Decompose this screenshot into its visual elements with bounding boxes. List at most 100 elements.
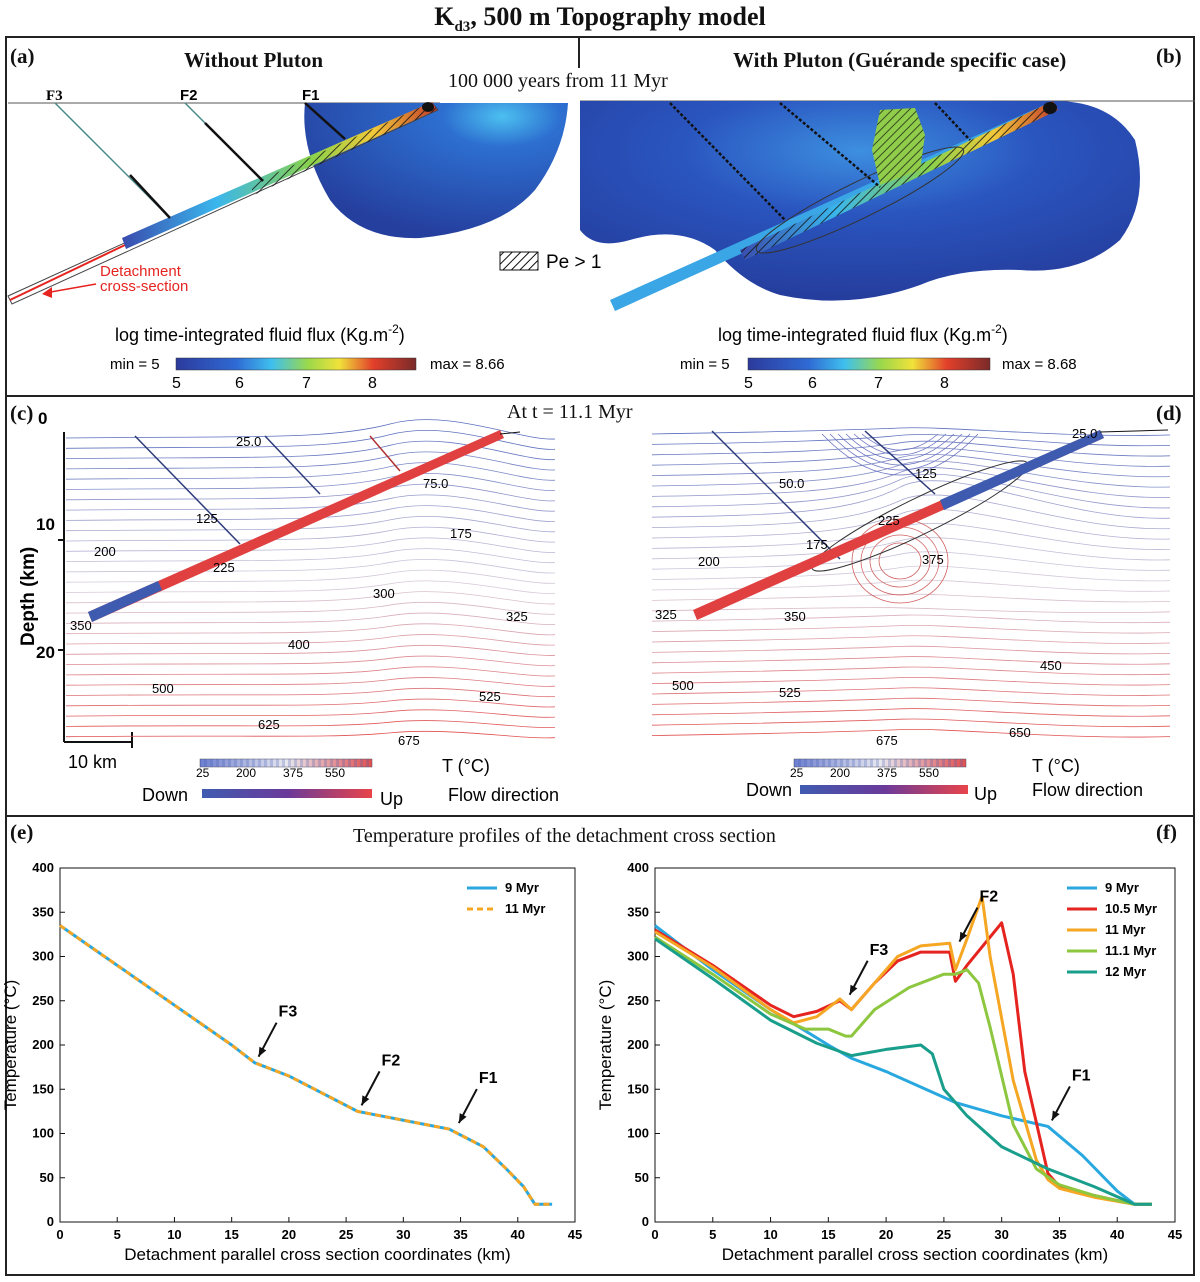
annotation-arrowhead: [458, 1113, 467, 1124]
pluton-isotherm: [829, 433, 971, 471]
isotherm-c: [65, 634, 556, 646]
svg-text:25: 25: [196, 766, 210, 780]
y-axis-label: Temperature (°C): [596, 980, 615, 1111]
svg-text:350: 350: [784, 609, 806, 624]
isotherm-d: [651, 480, 1171, 519]
isotherm-c: [65, 537, 556, 553]
panel-d-temp-label: T (°C): [1032, 756, 1080, 776]
fault-f1-b: [934, 102, 971, 141]
panel-d-flow-label: Flow direction: [1032, 780, 1143, 800]
svg-text:525: 525: [479, 689, 501, 704]
fault-label-f3-a: F3: [46, 88, 63, 104]
y-tick-label: 200: [32, 1037, 54, 1052]
isotherm-c: [65, 666, 556, 677]
x-tick-label: 40: [511, 1227, 525, 1242]
svg-text:525: 525: [779, 685, 801, 700]
svg-text:400: 400: [288, 637, 310, 652]
panel-c-label: (c): [10, 401, 34, 425]
isotherm-d: [651, 624, 1171, 634]
svg-text:650: 650: [1009, 725, 1031, 740]
svg-text:550: 550: [919, 766, 939, 780]
isotherm-d: [651, 635, 1171, 644]
isotherm-c: [65, 720, 556, 729]
y-tick-label: 50: [635, 1170, 649, 1185]
legend-label: 11 Myr: [505, 901, 545, 916]
svg-text:325: 325: [655, 607, 677, 622]
isotherm-c: [65, 472, 556, 491]
fault-f2-b: [779, 102, 881, 188]
colorbar-b-max: max = 8.68: [1002, 356, 1077, 373]
isotherm-c: [65, 548, 556, 564]
svg-text:625: 625: [258, 717, 280, 732]
y-tick-label: 50: [40, 1170, 54, 1185]
panel-c-ylabel: Depth (km): [18, 547, 39, 646]
y-tick-label: 100: [32, 1126, 54, 1141]
legend-label: 11.1 Myr: [1105, 943, 1156, 958]
y-tick-label: 350: [32, 904, 54, 919]
svg-text:25.0: 25.0: [1072, 426, 1097, 441]
figure-frame: [5, 36, 1195, 1276]
svg-text:20: 20: [36, 643, 55, 662]
pe-legend-swatch: [499, 251, 539, 271]
svg-text:5: 5: [744, 375, 753, 392]
isotherm-c: [65, 440, 556, 461]
pe-legend-label: Pe > 1: [546, 252, 601, 273]
isotherm-c: [65, 515, 556, 533]
isotherm-d: [651, 656, 1171, 665]
svg-text:350: 350: [70, 618, 92, 633]
svg-text:450: 450: [1040, 658, 1062, 673]
svg-text:125: 125: [915, 466, 937, 481]
pluton-isotherm: [869, 534, 931, 588]
y-tick-label: 350: [627, 904, 649, 919]
isotherm-d: [651, 494, 1171, 530]
isotherm-d: [651, 473, 1171, 509]
isotherm-c: [65, 580, 556, 594]
legend-label: 10.5 Myr: [1105, 901, 1157, 916]
svg-text:Down: Down: [142, 785, 188, 805]
series-line-11-myr: [654, 894, 1152, 1206]
panel-a-heading: Without Pluton: [184, 48, 324, 72]
svg-text:675: 675: [876, 733, 898, 748]
pluton-isotherm: [878, 542, 922, 580]
isotherm-d: [651, 565, 1171, 582]
panel-d-flow-bar: [800, 785, 968, 794]
x-tick-label: 30: [396, 1227, 410, 1242]
divider-row-2: [5, 815, 1195, 817]
chart-f: 0 5 10 15 20 25 30 35 40 45 0 50 100 150 200 250 300 350 4…: [596, 860, 1182, 1264]
isotherm-c: [65, 462, 556, 481]
divider-row-1: [5, 395, 1195, 397]
annotation-f2: F2: [979, 889, 998, 906]
isotherm-c: [65, 505, 556, 522]
y-tick-label: 300: [32, 949, 54, 964]
isotherm-c: [65, 655, 556, 667]
x-axis-label: Detachment parallel cross section coordi…: [722, 1245, 1108, 1264]
legend-label: 9 Myr: [505, 880, 539, 895]
svg-text:8: 8: [368, 375, 377, 392]
svg-text:500: 500: [152, 681, 174, 696]
x-tick-label: 35: [1052, 1227, 1066, 1242]
isotherm-d: [651, 467, 1171, 498]
annotation-f3: F3: [279, 1004, 298, 1021]
panel-d-label: (d): [1156, 401, 1182, 425]
svg-text:225: 225: [213, 560, 235, 575]
isotherm-c: [65, 591, 556, 605]
panel-e-label: (e): [10, 820, 34, 844]
annotation-arrowhead: [959, 931, 968, 942]
isotherm-d: [651, 697, 1171, 707]
svg-text:200: 200: [94, 544, 116, 559]
y-tick-label: 0: [642, 1214, 649, 1229]
panel-f-label: (f): [1156, 820, 1177, 844]
annotation-f1: F1: [1072, 1067, 1091, 1084]
isotherm-c: [65, 709, 556, 718]
x-tick-label: 10: [763, 1227, 777, 1242]
isotherm-d: [651, 453, 1171, 478]
colorbar-a: [175, 357, 417, 371]
colorbar-a-min: min = 5: [110, 356, 160, 373]
svg-text:50.0: 50.0: [779, 476, 804, 491]
svg-text:500: 500: [672, 678, 694, 693]
panel-c-detachment: [88, 430, 504, 622]
isotherm-d: [651, 645, 1171, 655]
series-line-11.1-myr: [654, 935, 1152, 1206]
pluton-isotherm: [837, 433, 963, 466]
svg-text:375: 375: [922, 552, 944, 567]
